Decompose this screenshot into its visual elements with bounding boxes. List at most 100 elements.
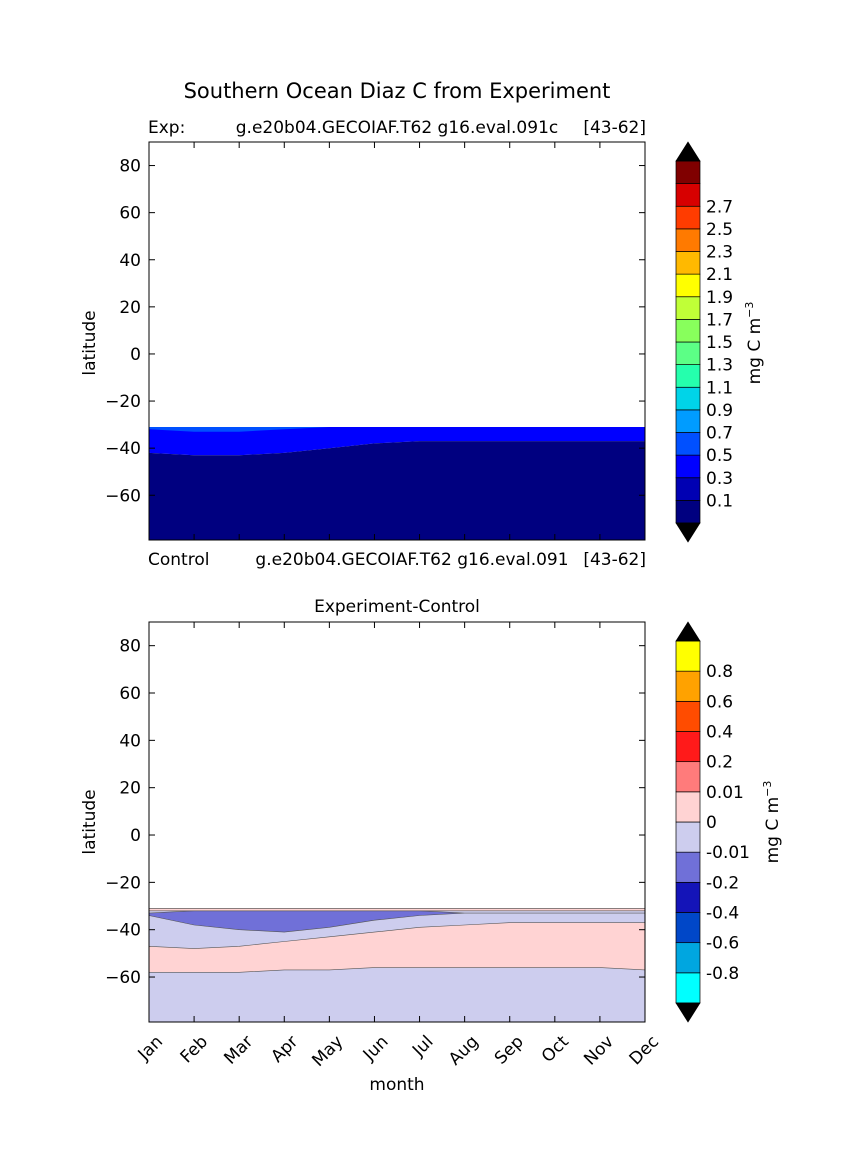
y-tick-label: 40 [119, 251, 141, 271]
top-colorbar: 0.10.3 0.50.7 0.9 1.11.3 1.5 1.71.9 2.12.3 2.5 2… [675, 141, 733, 543]
bottom-panel: Experiment-Control −60 −40 −20 0 20 40 60 80 Ja… [80, 597, 783, 1095]
colorbar-swatch [675, 700, 701, 732]
x-tick-label: Nov [580, 1032, 618, 1070]
x-tick-label: Dec [626, 1032, 663, 1069]
x-tick-label: Jan [134, 1032, 167, 1065]
colorbar-tick-label: 1.1 [706, 378, 733, 398]
colorbar-tick-label: -0.8 [706, 964, 739, 984]
colorbar-swatch [675, 205, 701, 230]
x-tick-label: Mar [220, 1032, 257, 1069]
colorbar-tick-label: 1.9 [706, 288, 733, 308]
colorbar-tick-label: -0.2 [706, 873, 739, 893]
colorbar-swatch [675, 228, 701, 252]
bottom-y-axis: −60 −40 −20 0 20 40 60 80 [105, 637, 645, 988]
colorbar-tick-label: 0.4 [706, 723, 733, 743]
colorbar-tick-label: 0.2 [706, 753, 733, 773]
top-colorbar-label-text: mg C m [745, 318, 765, 385]
colorbar-swatch [675, 251, 701, 275]
y-tick-label: 0 [130, 826, 141, 846]
contour-region [149, 427, 645, 456]
colorbar-tick-label: 2.1 [706, 265, 733, 285]
x-tick-label: Sep [491, 1032, 528, 1069]
x-tick-label: Aug [445, 1032, 483, 1070]
top-colorbar-label: mg C m−3 [743, 302, 765, 385]
colorbar-tick-label: -0.6 [706, 934, 739, 954]
y-tick-label: 60 [119, 684, 141, 704]
bottom-colorbar-label: mg C m−3 [761, 781, 783, 864]
top-ylabel: latitude [80, 310, 100, 375]
colorbar-tick-label: 0.8 [706, 662, 733, 682]
control-label-center: g.e20b04.GECOIAF.T62 g16.eval.091 [255, 550, 568, 570]
colorbar-swatch [675, 942, 701, 974]
y-tick-label: −60 [105, 486, 141, 506]
contour-region [149, 427, 645, 432]
top-title-left: Exp: [148, 118, 185, 138]
y-tick-label: −20 [105, 392, 141, 412]
top-title-right: [43-62] [583, 118, 646, 138]
y-tick-label: −40 [105, 921, 141, 941]
colorbar-swatch [675, 409, 701, 433]
x-tick-label: Apr [267, 1032, 302, 1067]
colorbar-swatch [675, 670, 701, 702]
colorbar-swatch [675, 364, 701, 388]
top-plot-area: −60 −40 −20 0 20 40 60 80 [105, 141, 646, 541]
colorbar-tick-label: 0.3 [706, 469, 733, 489]
y-tick-label: −40 [105, 439, 141, 459]
colorbar-tick-label: 2.7 [706, 197, 733, 217]
colorbar-tick-label: 0.01 [706, 783, 744, 803]
colorbar-tick-label: -0.4 [706, 904, 739, 924]
colorbar-swatch [675, 912, 701, 944]
y-tick-label: 40 [119, 731, 141, 751]
x-tick-label: Oct [538, 1032, 573, 1067]
colorbar-swatch [675, 273, 701, 298]
colorbar-swatch [675, 821, 701, 853]
colorbar-tick-label: 2.3 [706, 243, 733, 263]
colorbar-swatch [675, 160, 701, 184]
colorbar-swatch [675, 791, 701, 823]
x-tick-label: Jul [408, 1032, 437, 1061]
y-tick-label: 60 [119, 204, 141, 224]
contour-region [148, 908, 646, 912]
top-colorbar-label-exponent: −3 [743, 302, 756, 318]
bottom-ylabel: latitude [80, 789, 100, 854]
colorbar-tick-label: 1.7 [706, 310, 733, 330]
control-label-right: [43-62] [583, 550, 646, 570]
colorbar-swatch [675, 296, 701, 320]
colorbar-swatch [675, 319, 701, 343]
top-panel: Exp: g.e20b04.GECOIAF.T62 g16.eval.091c … [80, 118, 765, 570]
colorbar-extend-under [675, 1002, 701, 1023]
top-contour-regions [149, 427, 645, 540]
colorbar-swatch [675, 183, 701, 207]
x-tick-label: Feb [177, 1032, 212, 1067]
colorbar-tick-label: 1.5 [706, 333, 733, 353]
top-x-ticks [148, 142, 646, 540]
top-y-axis: −60 −40 −20 0 20 40 60 80 [105, 157, 645, 506]
bottom-plot-frame [148, 621, 646, 1023]
y-tick-label: 20 [119, 779, 141, 799]
figure-suptitle: Southern Ocean Diaz C from Experiment [184, 79, 611, 103]
colorbar-swatch [675, 761, 701, 793]
top-plot-frame [148, 141, 646, 541]
top-title-center: g.e20b04.GECOIAF.T62 g16.eval.091c [236, 118, 558, 138]
bottom-colorbar: -0.8 -0.6 -0.4 -0.2 -0.01 0 0.01 0.2 0.4 0.6 0.8 [675, 621, 750, 1023]
y-tick-label: 80 [119, 157, 141, 177]
bottom-title: Experiment-Control [314, 597, 480, 617]
y-tick-label: 80 [119, 637, 141, 657]
bottom-colorbar-label-exponent: −3 [761, 781, 774, 797]
colorbar-tick-label: 2.5 [706, 220, 733, 240]
y-tick-label: −60 [105, 968, 141, 988]
colorbar-tick-label: 1.3 [706, 356, 733, 376]
contour-region [149, 441, 645, 540]
bottom-contour-regions [148, 908, 646, 1023]
bottom-xlabel: month [369, 1075, 424, 1095]
colorbar-tick-label: 0.1 [706, 491, 733, 511]
x-tick-label: Jun [359, 1032, 393, 1066]
control-label-left: Control [148, 550, 209, 570]
colorbar-swatch [675, 477, 701, 501]
colorbar-swatch [675, 972, 701, 1004]
colorbar-swatch [675, 341, 701, 365]
colorbar-tick-label: 0.7 [706, 424, 733, 444]
y-tick-label: 20 [119, 298, 141, 318]
colorbar-swatch [675, 386, 701, 411]
